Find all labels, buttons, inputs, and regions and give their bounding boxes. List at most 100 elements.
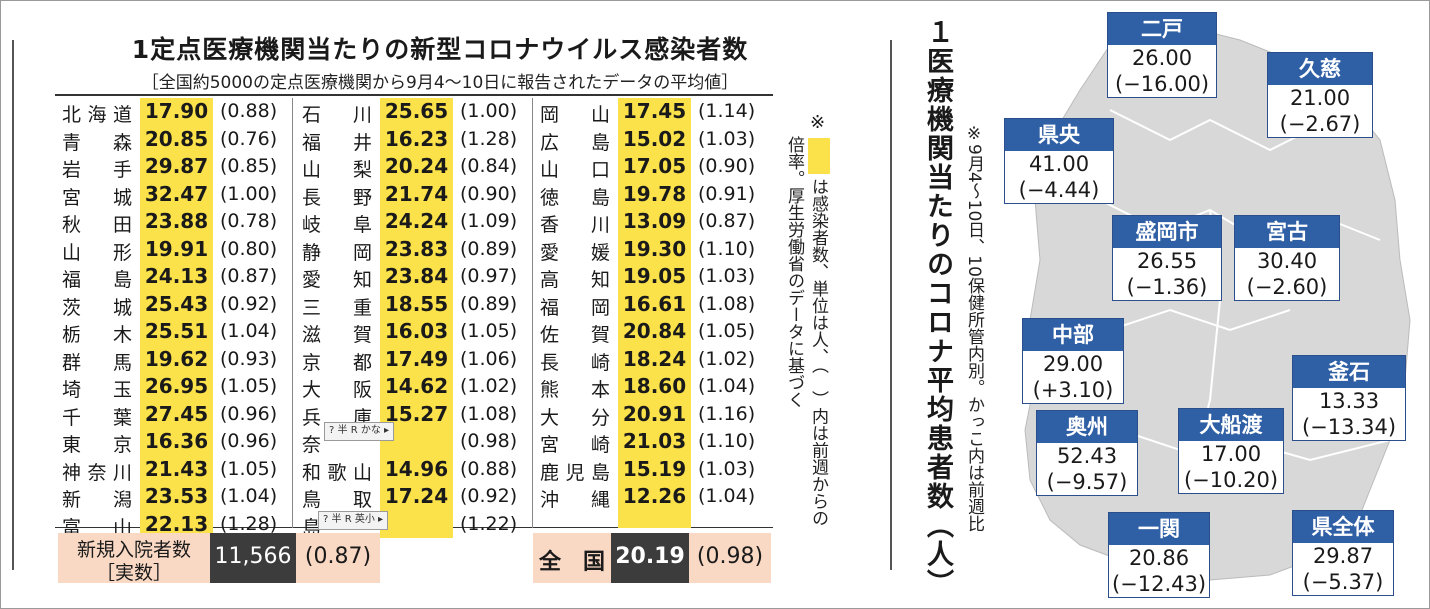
week-ratio: (1.04) — [698, 375, 756, 397]
cases-per-site: 24.24 — [380, 208, 453, 236]
week-ratio: (1.14) — [698, 100, 756, 122]
cases-per-site: 24.13 — [140, 263, 213, 291]
ime-icon: ? — [329, 425, 335, 436]
week-ratio: (1.05) — [220, 375, 278, 397]
cases-per-site: 17.45 — [618, 98, 691, 126]
prefecture-name: 大分 — [540, 406, 610, 429]
prefecture-name: 埼玉 — [62, 379, 132, 401]
hospitalization-label-box: 新規入院者数 ［実数］ — [58, 533, 210, 584]
cases-per-site: 21.03 — [618, 428, 691, 456]
week-ratio: (0.96) — [220, 402, 278, 425]
prefecture-name: 宮城 — [62, 186, 132, 209]
cases-per-site: 15.19 — [618, 455, 691, 483]
prefecture-name: 熊本 — [540, 379, 610, 401]
ime-toolbar[interactable]: ? 半 R 英小 ▸ — [318, 511, 389, 530]
cases-per-site: 23.53 — [140, 483, 213, 511]
ime-toolbar[interactable]: ? 半 R かな ▸ — [324, 422, 395, 441]
prefecture-name: 宮崎 — [540, 434, 610, 456]
cases-per-site: 21.74 — [380, 180, 453, 208]
note-text-a: は感染者数、単位は人、（ ）内は前週からの — [808, 178, 828, 527]
week-ratio: (1.10) — [698, 237, 756, 260]
prefecture-name: 福井 — [302, 131, 372, 154]
week-ratio: (0.87) — [220, 265, 278, 287]
national-label: 全 国 — [538, 550, 605, 575]
week-ratio: (0.90) — [460, 182, 518, 205]
region-prev-change: (−12.43) — [1111, 572, 1207, 596]
week-ratio: (1.03) — [698, 127, 756, 150]
prefecture-name: 長野 — [302, 186, 372, 209]
cases-per-site: 27.45 — [140, 400, 213, 428]
region-box: 中部 29.00 (+3.10) — [1022, 318, 1124, 404]
prefecture-name: 愛知 — [302, 269, 372, 291]
region-name: 大船渡 — [1179, 409, 1283, 441]
cases-per-site: 29.87 — [140, 153, 213, 181]
week-ratio: (1.05) — [698, 320, 756, 342]
region-prev-change: (−1.36) — [1126, 275, 1208, 299]
region-value: 21.00 — [1289, 86, 1351, 110]
week-ratio: (0.89) — [460, 292, 518, 315]
ime-mode-r: R — [350, 425, 358, 436]
ime-mode-half: 半 — [337, 425, 348, 436]
region-name: 一関 — [1109, 513, 1209, 545]
national-value: 20.19 — [615, 544, 685, 569]
region-name: 奥州 — [1037, 411, 1137, 443]
week-ratio: (1.03) — [698, 457, 756, 480]
prefecture-name: 石川 — [302, 104, 372, 126]
week-ratio: (1.00) — [460, 100, 518, 122]
cases-per-site: 23.83 — [380, 235, 453, 263]
region-value: 29.87 — [1312, 544, 1374, 568]
hospitalization-sublabel: ［実数］ — [95, 562, 172, 584]
week-ratio: (0.93) — [220, 347, 278, 370]
prefecture-name: 佐賀 — [540, 324, 610, 346]
prefecture-name: 北海道 — [62, 104, 132, 126]
region-value: 13.33 — [1318, 389, 1380, 413]
region-box: 県央 41.00 (−4.44) — [1004, 118, 1114, 204]
prefecture-name: 三重 — [302, 296, 372, 319]
left-margin-line — [12, 40, 14, 570]
week-ratio: (0.89) — [460, 237, 518, 260]
region-box: 大船渡 17.00 (−10.20) — [1178, 408, 1284, 494]
region-box: 釜石 13.33 (−13.34) — [1292, 355, 1406, 441]
prefecture-name: 奈 — [302, 434, 322, 456]
week-ratio: (1.06) — [460, 347, 518, 370]
week-ratio: (0.76) — [220, 127, 278, 150]
iwate-title: １医療機関当たりのコロナ平均患者数（人） — [922, 18, 953, 598]
region-box: 二戸 26.00 (−16.00) — [1107, 12, 1217, 98]
week-ratio: (1.08) — [698, 292, 756, 315]
region-box: 久慈 21.00 (−2.67) — [1267, 52, 1373, 138]
region-value: 29.00 — [1042, 352, 1104, 376]
region-prev-change: (−2.67) — [1279, 112, 1361, 136]
week-ratio: (0.91) — [698, 182, 756, 205]
prefecture-name: 鹿児島 — [540, 461, 610, 484]
region-name: 二戸 — [1108, 13, 1216, 45]
week-ratio: (1.09) — [460, 210, 518, 232]
region-value: 20.86 — [1128, 546, 1190, 570]
region-name: 盛岡市 — [1113, 216, 1221, 248]
prefecture-name: 京都 — [302, 351, 372, 374]
prefecture-name: 栃木 — [62, 324, 132, 346]
cases-per-site: 17.49 — [380, 345, 453, 373]
cases-per-site: 18.60 — [618, 373, 691, 401]
week-ratio: (1.00) — [220, 182, 278, 205]
region-name: 宮古 — [1235, 216, 1339, 248]
cases-per-site: 14.62 — [380, 373, 453, 401]
cases-per-site: 19.62 — [140, 345, 213, 373]
week-ratio: (0.88) — [460, 457, 518, 480]
cases-per-site: 16.61 — [618, 290, 691, 318]
week-ratio: (0.80) — [220, 237, 278, 260]
week-ratio: (1.04) — [220, 485, 278, 507]
highlight-fill — [618, 510, 691, 528]
region-prev-change: (−16.00) — [1114, 72, 1210, 96]
cases-per-site: 25.65 — [380, 98, 453, 126]
prefecture-name: 和歌山 — [302, 461, 372, 484]
hospitalization-label: 新規入院者数 — [76, 539, 191, 561]
note-swatch — [808, 138, 830, 174]
week-ratio: (0.84) — [460, 155, 518, 177]
cases-per-site: 25.51 — [140, 318, 213, 346]
iwate-note: ※9月4〜10日、10保健所管内別。かっこ内は前週比 — [964, 124, 984, 532]
ime-mode-r: R — [344, 514, 352, 525]
cases-per-site: 15.27 — [380, 400, 453, 428]
prefecture-name: 青森 — [62, 131, 132, 154]
cases-per-site: 23.84 — [380, 263, 453, 291]
prefecture-name: 長崎 — [540, 351, 610, 374]
